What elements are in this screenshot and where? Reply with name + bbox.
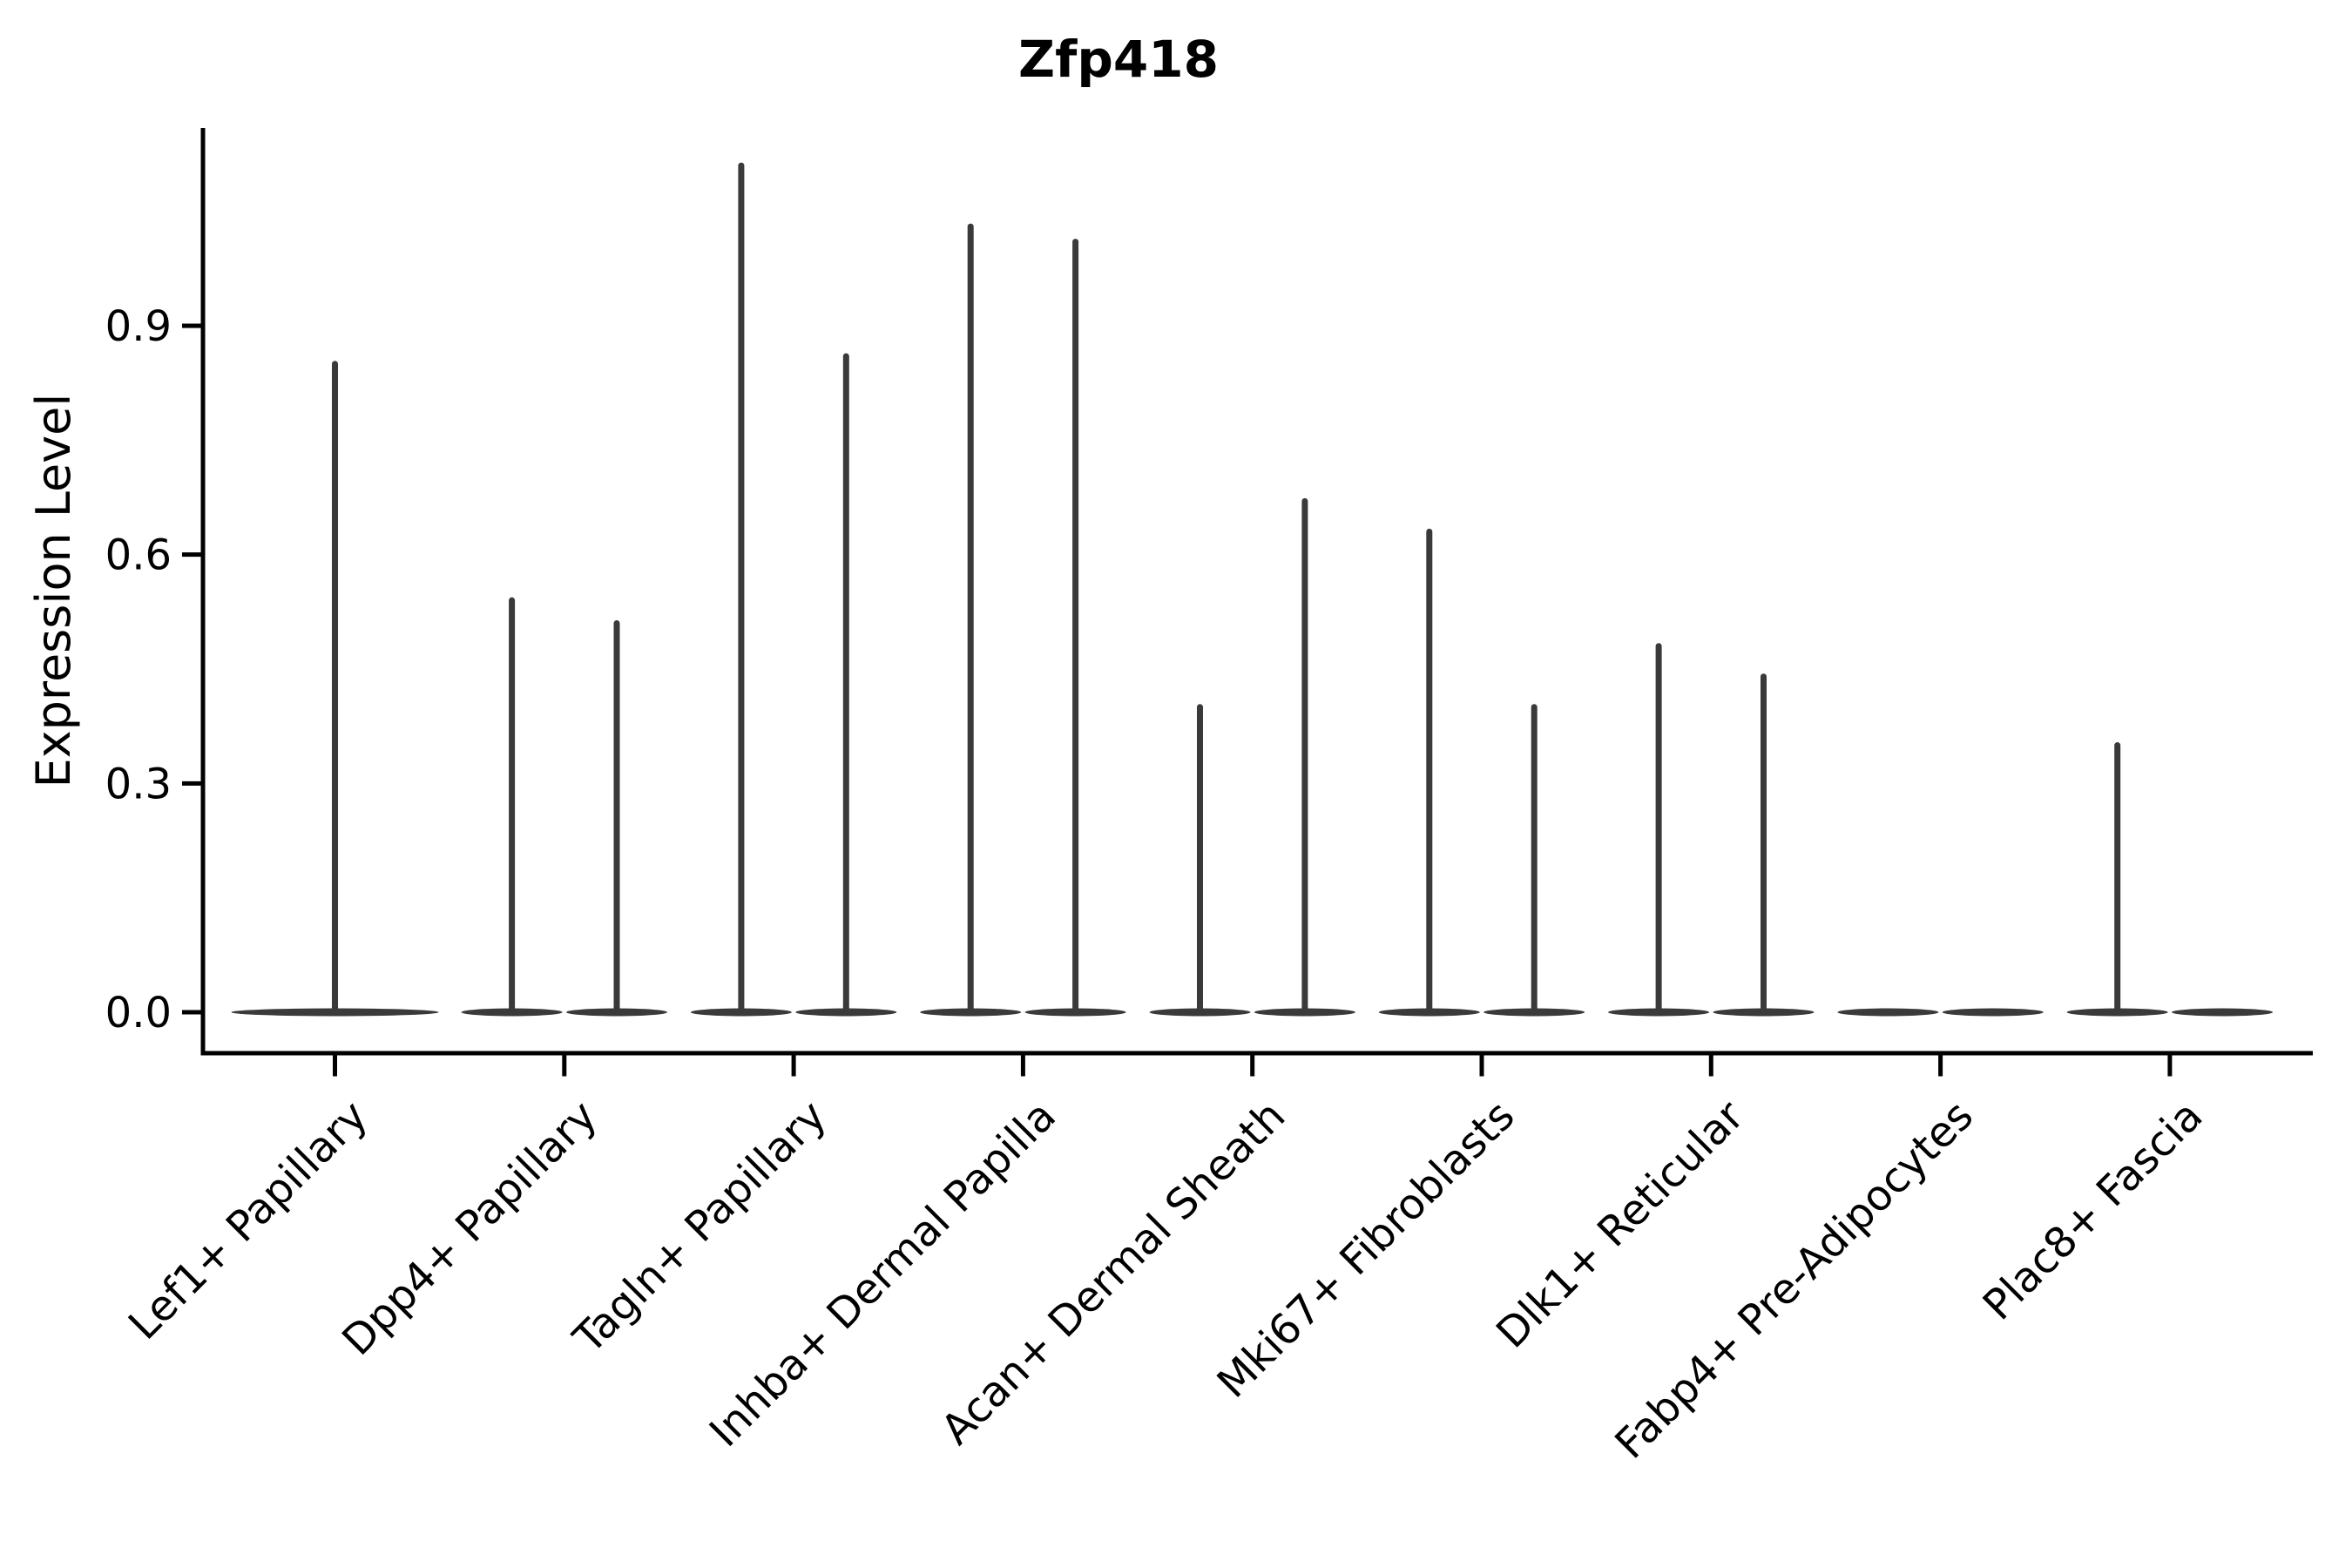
x-tick-label-plac8-fascia: Plac8+ Fascia [1974,1092,2213,1330]
violin-base [1837,1008,1939,1017]
violin-base [1942,1008,2044,1017]
y-tick-label: 0.9 [105,302,172,351]
violin-inhba-dermal-papilla-right [1024,239,1126,1017]
violin-tagln-papillary-right [795,353,897,1017]
x-tick-label-dpp4-papillary: Dpp4+ Papillary [333,1092,606,1365]
violin-inhba-dermal-papilla-left [920,223,1022,1017]
violin-fabp4-pre-adipocytes-left [1837,1008,1939,1017]
violin-dlk1-reticular-right [1713,673,1815,1017]
violin-dlk1-reticular-left [1608,643,1710,1017]
x-tick-label-tagln-papillary: Tagln+ Papillary [564,1092,835,1363]
violin-lef1-papillary-center [231,361,439,1017]
y-axis-label: Expression Level [26,394,81,788]
violin-fabp4-pre-adipocytes-right [1942,1008,2044,1017]
violins [231,162,2274,1017]
violin-dpp4-papillary-left [461,597,563,1017]
violin-acan-dermal-sheath-left [1149,704,1251,1017]
y-axis-ticks: 0.0 0.3 0.6 0.9 [105,302,203,1037]
violin-plac8-fascia-right [2172,1008,2274,1017]
violin-plac8-fascia-left [2066,742,2168,1017]
chart-title: Zfp418 [1018,30,1219,89]
x-tick-label-dlk1-reticular: Dlk1+ Reticular [1487,1092,1754,1358]
x-tick-label-lef1-papillary: Lef1+ Papillary [119,1092,377,1349]
violin-mki67-fibroblasts-right [1484,704,1585,1017]
violin-base [2172,1008,2274,1017]
axes [200,128,2313,1056]
y-tick-label: 0.0 [105,989,172,1037]
y-tick-label: 0.6 [105,531,172,580]
y-tick-label: 0.3 [105,760,172,808]
violin-tagln-papillary-left [690,162,792,1017]
violin-dpp4-papillary-right [566,619,667,1017]
violin-acan-dermal-sheath-right [1254,497,1355,1017]
violin-mki67-fibroblasts-left [1378,528,1480,1017]
